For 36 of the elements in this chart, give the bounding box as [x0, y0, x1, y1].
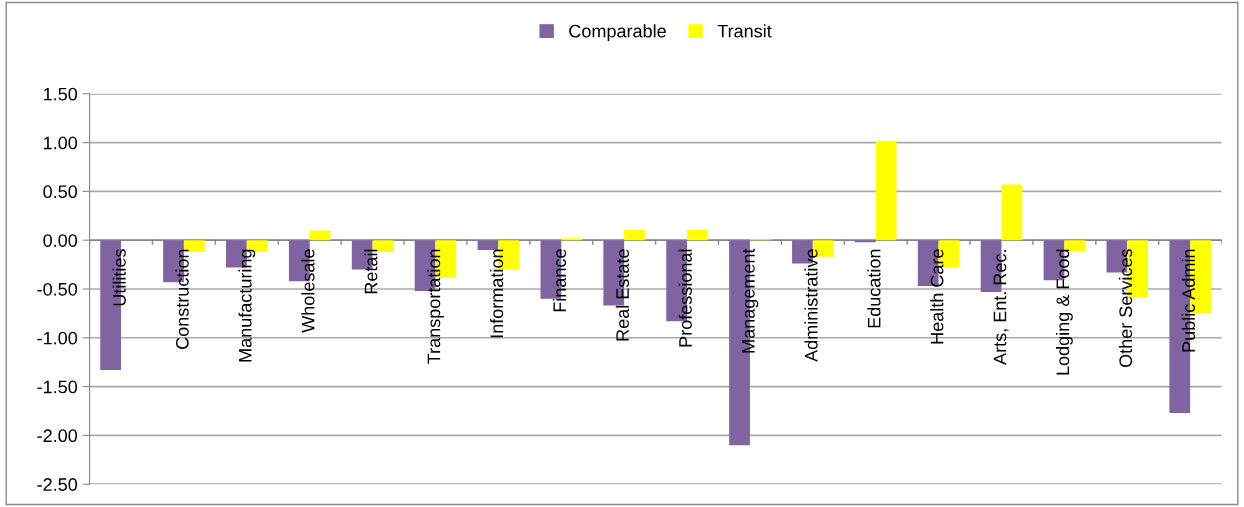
x-tick-label: Information — [489, 249, 504, 338]
y-tick-label: -0.50 — [37, 282, 78, 296]
bar — [875, 140, 897, 241]
x-tick-label: Other Services — [1118, 249, 1133, 368]
y-tick-label: -2.50 — [37, 478, 78, 491]
bar — [1064, 240, 1086, 251]
legend-label: Transit — [717, 24, 772, 38]
y-tick-label: 0.00 — [43, 234, 78, 247]
y-tick-label: -1.00 — [37, 331, 78, 345]
legend-label: Comparable — [569, 24, 666, 42]
x-tick-label: Real Estate — [615, 249, 629, 341]
y-tick-label: -2.00 — [37, 429, 78, 443]
x-tick-label: Finance — [552, 249, 567, 312]
y-tick-label: -1.50 — [37, 380, 78, 394]
x-tick-label: Public Admin — [1181, 249, 1196, 352]
x-tick-label: Professional — [678, 249, 692, 347]
x-tick-label: Management — [742, 248, 759, 353]
x-tick-label: Health Care — [930, 249, 944, 344]
x-tick-label: Arts, Ent. Rec. — [993, 250, 1009, 365]
y-tick-label: 0.50 — [43, 185, 78, 199]
x-tick-label: Wholesale — [301, 249, 315, 333]
bar — [309, 230, 331, 241]
bar — [687, 229, 708, 241]
x-tick-label: Administrative — [804, 249, 818, 362]
bar — [1001, 184, 1023, 241]
bar — [624, 229, 645, 241]
x-tick-label: Transportation — [427, 249, 444, 364]
x-tick-label: Retail — [364, 249, 378, 294]
y-tick-label: 1.00 — [44, 136, 78, 150]
x-tick-label: Education — [867, 249, 881, 328]
x-tick-label: Manufacturing — [238, 249, 256, 362]
bar — [477, 240, 499, 250]
y-tick-label: 1.50 — [44, 87, 78, 101]
x-tick-label: Lodging & Food — [1055, 249, 1073, 375]
x-tick-label: Construction — [175, 249, 189, 349]
x-tick-label: Utilities — [112, 249, 126, 306]
